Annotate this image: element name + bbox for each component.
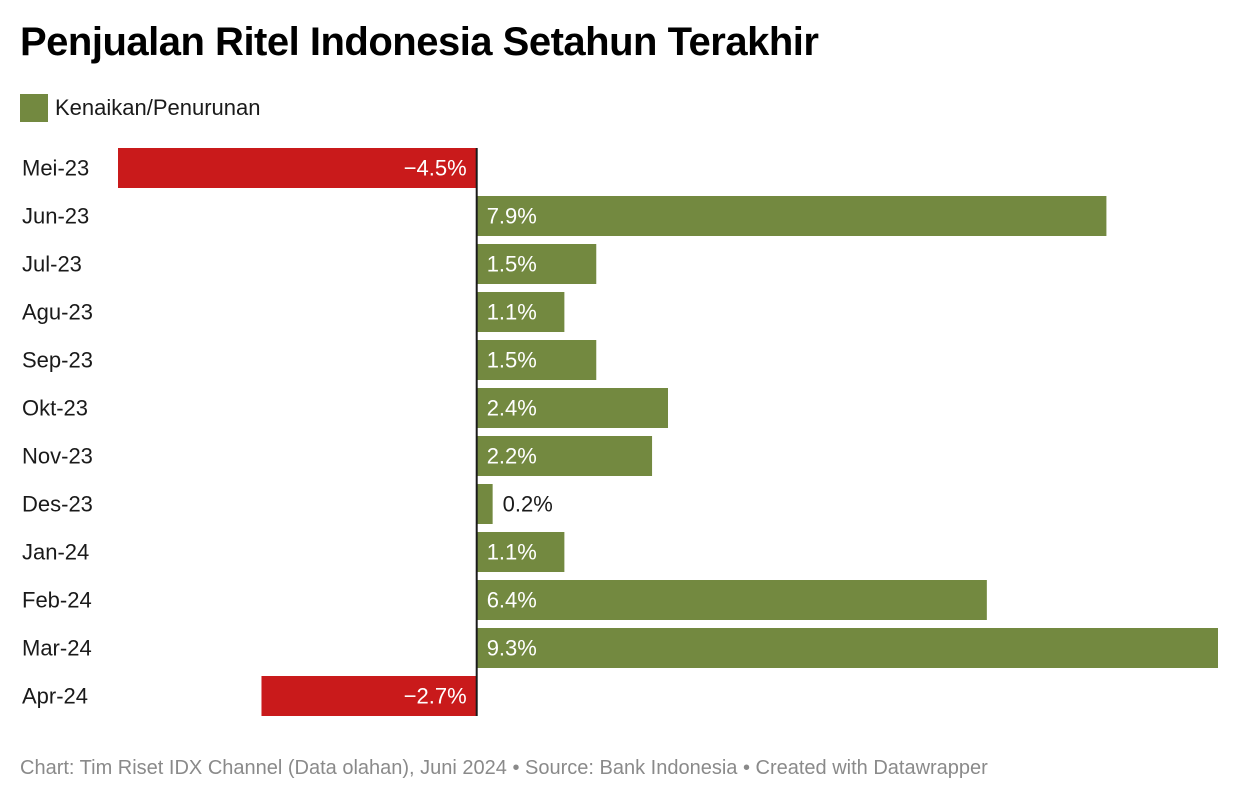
value-label: 0.2% <box>503 492 553 517</box>
bar-sep-23 <box>476 340 597 380</box>
category-label: Apr-24 <box>22 684 88 709</box>
category-label: Sep-23 <box>22 348 93 373</box>
bar-mar-24 <box>476 628 1218 668</box>
bar-des-23 <box>476 484 493 524</box>
value-labels-group: −4.5% 7.9% 1.5% 1.1% 1.5% 2.4% 2.2% 0.2% 1.1% 6.4… <box>404 156 553 709</box>
bar-jul-23 <box>476 244 597 284</box>
category-label: Jun-23 <box>22 204 89 229</box>
bar-apr-24 <box>261 676 477 716</box>
bar-chart: Mei-23 Jun-23 Jul-23 Agu-23 Sep-23 Okt-23 Nov-… <box>22 148 1218 716</box>
legend-label: Kenaikan/Penurunan <box>55 95 261 120</box>
bar-jan-24 <box>476 532 565 572</box>
bar-okt-23 <box>476 388 668 428</box>
category-labels-group: Mei-23 Jun-23 Jul-23 Agu-23 Sep-23 Okt-23 Nov-… <box>22 156 93 709</box>
value-label: 1.1% <box>487 300 537 325</box>
bar-mei-23 <box>118 148 477 188</box>
category-label: Jul-23 <box>22 252 82 277</box>
value-label: 1.5% <box>487 348 537 373</box>
value-label: 6.4% <box>487 588 537 613</box>
category-label: Jan-24 <box>22 540 89 565</box>
bar-jun-23 <box>476 196 1107 236</box>
chart-footer: Chart: Tim Riset IDX Channel (Data olaha… <box>20 757 988 779</box>
category-label: Mar-24 <box>22 636 92 661</box>
category-label: Nov-23 <box>22 444 93 469</box>
legend: Kenaikan/Penurunan <box>20 93 261 123</box>
bars-group <box>118 148 1218 716</box>
category-label: Des-23 <box>22 492 93 517</box>
value-label: 1.1% <box>487 540 537 565</box>
value-label: 9.3% <box>487 636 537 661</box>
category-label: Mei-23 <box>22 156 89 181</box>
bar-feb-24 <box>476 580 987 620</box>
legend-swatch <box>20 94 48 122</box>
category-label: Feb-24 <box>22 588 92 613</box>
bar-agu-23 <box>476 292 565 332</box>
category-label: Agu-23 <box>22 300 93 325</box>
value-label: 7.9% <box>487 204 537 229</box>
value-label: −4.5% <box>404 156 467 181</box>
category-label: Okt-23 <box>22 396 88 421</box>
chart-title: Penjualan Ritel Indonesia Setahun Terakh… <box>20 20 819 64</box>
value-label: 2.4% <box>487 396 537 421</box>
value-label: 1.5% <box>487 252 537 277</box>
value-label: 2.2% <box>487 444 537 469</box>
bar-nov-23 <box>476 436 653 476</box>
value-label: −2.7% <box>404 684 467 709</box>
